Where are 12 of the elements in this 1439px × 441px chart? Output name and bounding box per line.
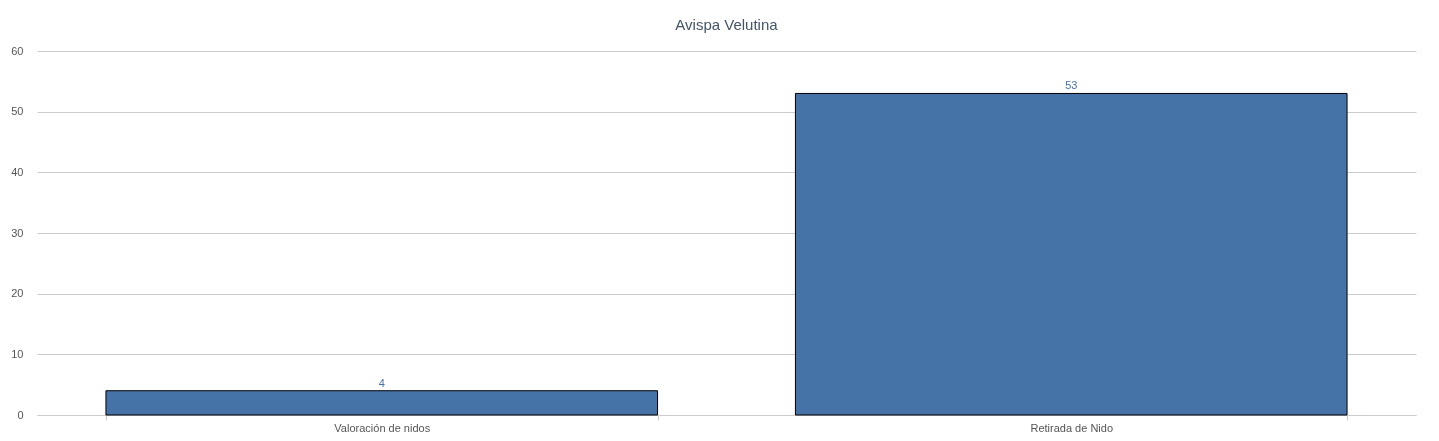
data-label: 4 — [378, 376, 385, 389]
y-tick-label: 50 — [11, 105, 24, 118]
x-tick-label: Valoración de nidos — [334, 421, 431, 434]
y-tick-label: 30 — [11, 226, 24, 239]
x-tick-label: Retirada de Nido — [1030, 421, 1114, 434]
y-tick-label: 20 — [11, 287, 24, 300]
data-label: 53 — [1065, 79, 1078, 92]
y-tick-label: 60 — [11, 44, 24, 57]
y-tick-label: 0 — [17, 408, 24, 421]
y-tick-label: 10 — [11, 347, 24, 360]
y-tick-label: 40 — [11, 165, 24, 178]
chart-title: Avispa Velutina — [675, 16, 779, 33]
